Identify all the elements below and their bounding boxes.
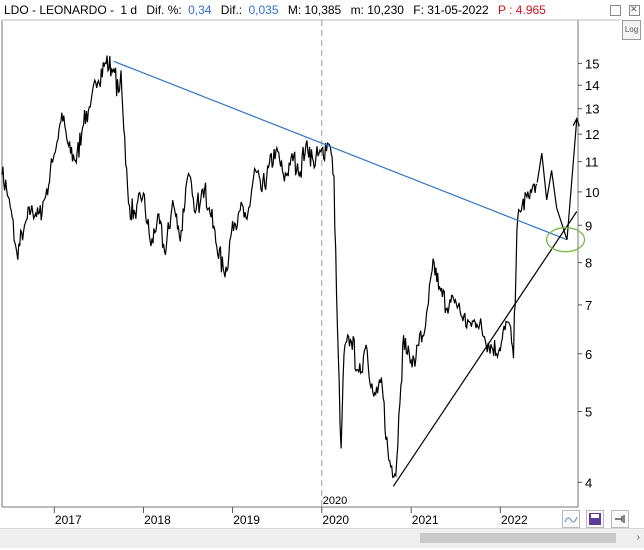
x-tick-label: 2019 [233,513,260,527]
price-series-line [1,55,538,479]
save-button[interactable] [586,510,605,528]
projection-arrowhead [572,117,580,127]
max-label: M: 10,385 [287,3,342,17]
window-buttons: ✕ [606,3,640,21]
projection-path [536,118,578,240]
x-tick-label: 2018 [144,513,171,527]
period-label: 1 d [120,3,138,17]
y-tick-label: 14 [585,78,599,93]
y-tick-label: 15 [585,56,599,71]
x-tick-label: 2020 [322,513,349,527]
price-label: P : 4.965 [498,3,546,17]
date-label: F: 31-05-2022 [413,3,489,17]
horizontal-scrollbar[interactable]: › [0,528,644,548]
dif-label: Dif.: [220,3,243,17]
close-button[interactable]: ✕ [629,4,640,16]
y-tick-label: 8 [585,256,592,271]
dif-pct-label: Dif. %: [146,3,182,17]
y-tick-label: 7 [585,298,592,313]
x-tick-label: 2022 [501,513,528,527]
y-tick-label: 10 [585,185,599,200]
ticker-label: LDO - LEONARDO - [4,3,115,17]
y-tick-label: 5 [585,405,592,420]
chart-header: LDO - LEONARDO - 1 d Dif. %: 0,34 Dif.: … [4,2,546,18]
export-button[interactable] [610,510,629,528]
x-tick-label: 2021 [412,513,439,527]
close-icon: ✕ [630,4,638,14]
y-tick-label: 11 [585,155,599,170]
x-tick-label: 2017 [55,513,82,527]
dif-pct-value: 0,34 [188,3,212,17]
scroll-right-arrow-icon[interactable]: › [636,532,640,543]
line-style-button[interactable] [562,510,580,528]
y-tick-label: 13 [585,102,599,117]
log-scale-button[interactable]: Log [622,20,641,40]
support-ellipse [545,227,586,253]
minimize-button[interactable] [609,5,621,16]
y-tick-label: 9 [585,218,592,233]
min-label: m: 10,230 [350,3,404,17]
dif-value: 0,035 [248,3,279,17]
scroll-thumb[interactable] [420,533,616,543]
floppy-icon [589,513,602,525]
descending-trendline [113,60,568,241]
pin-icon [614,515,625,523]
y-tick-label: 6 [585,347,592,362]
ascending-trendline [392,211,578,487]
wave-icon [564,516,578,523]
year-marker-label: 2020 [323,495,347,507]
y-tick-label: 12 [585,127,599,142]
y-tick-label: 4 [585,475,592,490]
